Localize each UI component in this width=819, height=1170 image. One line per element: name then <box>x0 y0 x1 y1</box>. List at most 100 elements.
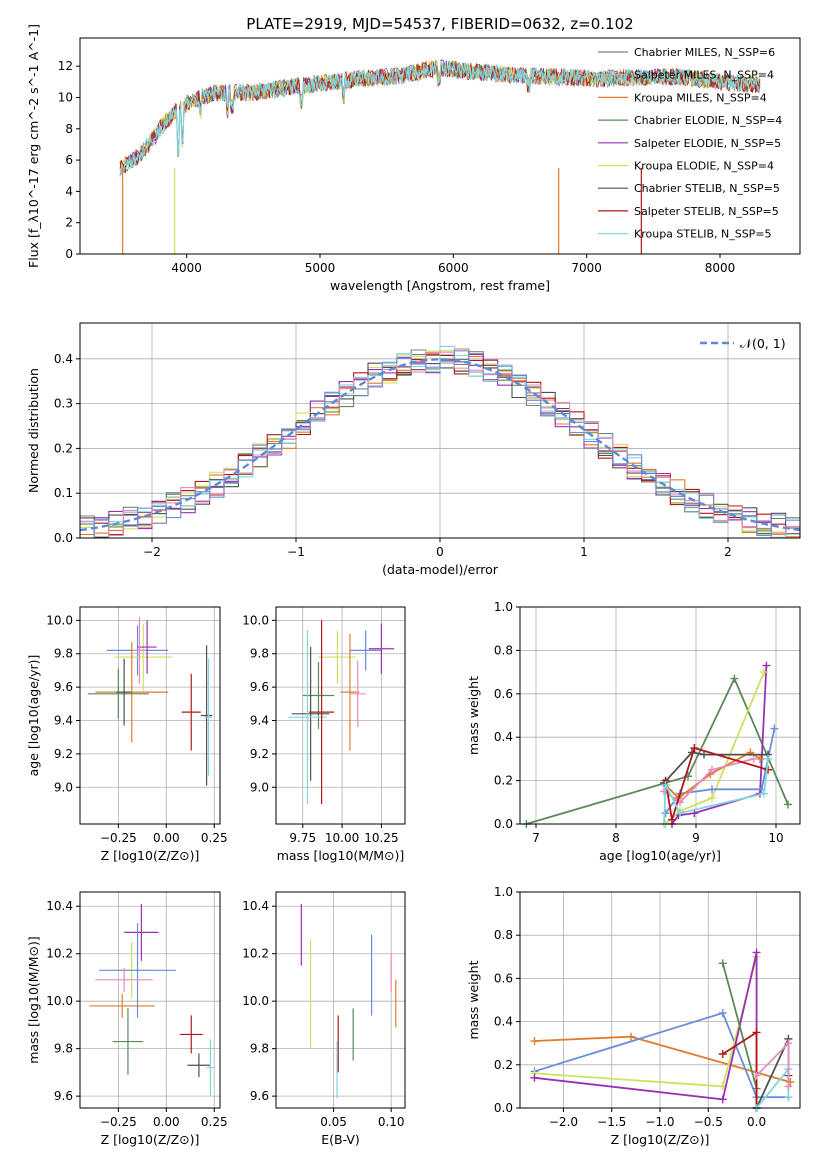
errorbar-point <box>114 623 173 691</box>
x-axis-label: (data-model)/error <box>382 562 499 577</box>
weight-marker <box>700 750 708 759</box>
y-tick-label: 9.0 <box>250 780 269 794</box>
y-tick-label: 0 <box>65 247 73 261</box>
x-tick-label: −1 <box>287 545 305 559</box>
x-tick-label: 10.00 <box>325 831 359 845</box>
x-axis-label: Z [log10(Z/Z⊙)] <box>101 848 200 863</box>
y-tick-label: 10.0 <box>46 613 73 627</box>
errorbar-point <box>200 645 213 786</box>
y-axis-label: age [log10(age/yr)] <box>26 655 41 777</box>
legend-entry: Kroupa MILES, N_SSP=4 <box>634 91 767 104</box>
weight-marker <box>708 793 716 802</box>
weight-marker <box>764 754 772 763</box>
y-tick-label: 1.0 <box>494 885 513 899</box>
y-tick-label: 0.1 <box>54 486 73 500</box>
errorbar-point <box>288 630 327 804</box>
y-axis-label: mass weight <box>466 676 481 755</box>
y-tick-label: 10.4 <box>242 899 269 913</box>
x-tick-label: 0.0 <box>747 1115 766 1129</box>
x-tick-label: 10.25 <box>364 831 398 845</box>
errorbar-point <box>349 660 366 728</box>
y-tick-label: 1.0 <box>494 600 513 614</box>
histogram-series-7 <box>80 345 800 538</box>
y-tick-label: 0.3 <box>54 397 73 411</box>
y-tick-label: 4 <box>65 184 73 198</box>
x-tick-label: −0.5 <box>694 1115 723 1129</box>
weight-marker <box>760 668 768 677</box>
y-tick-label: 0.6 <box>494 687 513 701</box>
weight-marker <box>668 815 676 824</box>
x-tick-label: −1.5 <box>597 1115 626 1129</box>
weight-marker <box>708 785 716 794</box>
weight-marker <box>530 1037 539 1046</box>
weight-marker <box>718 1008 727 1017</box>
x-tick-label: −1.0 <box>645 1115 674 1129</box>
weight-series-6 <box>663 751 768 784</box>
weight-marker <box>770 724 779 733</box>
y-tick-label: 10 <box>58 90 73 104</box>
legend-entry: Salpeter ELODIE, N_SSP=5 <box>634 137 781 150</box>
legend-entry: 𝒩(0, 1) <box>740 336 786 351</box>
errorbar-point <box>206 1039 215 1097</box>
x-tick-label: −2.0 <box>549 1115 578 1129</box>
errorbar-point <box>187 1053 211 1078</box>
x-tick-label: 0.05 <box>320 1115 347 1129</box>
y-tick-label: 6 <box>65 153 73 167</box>
weight-marker <box>661 809 670 818</box>
x-tick-label: 9.75 <box>289 831 316 845</box>
x-tick-label: 10 <box>768 831 783 845</box>
x-tick-label: −2 <box>143 545 161 559</box>
x-axis-label: mass [log10(M/M⊙)] <box>277 848 405 863</box>
legend-entry: Salpeter MILES, N_SSP=4 <box>634 69 774 82</box>
y-tick-label: 0.2 <box>494 774 513 788</box>
weight-marker <box>784 800 792 809</box>
weight-marker <box>752 1071 761 1080</box>
histogram-series-9 <box>80 350 800 538</box>
errorbar-point <box>112 1008 144 1075</box>
weight-marker <box>752 948 761 957</box>
weight-marker <box>690 744 699 753</box>
y-tick-label: 9.8 <box>250 1042 269 1056</box>
legend-entry: Chabrier STELIB, N_SSP=5 <box>634 182 780 195</box>
weight-marker <box>762 661 771 670</box>
weight-marker <box>760 789 768 798</box>
y-tick-label: 9.4 <box>54 714 73 728</box>
y-tick-label: 9.6 <box>250 680 269 694</box>
y-tick-label: 0.2 <box>494 1058 513 1072</box>
y-tick-label: 0.4 <box>494 1015 513 1029</box>
axes-frame <box>79 37 801 255</box>
axes-frame <box>275 891 406 1109</box>
errorbar-point <box>89 994 155 1018</box>
y-tick-label: 12 <box>58 59 73 73</box>
y-tick-label: 9.6 <box>54 680 73 694</box>
y-tick-label: 0.4 <box>54 352 73 366</box>
y-tick-label: 10.0 <box>46 994 73 1008</box>
x-axis-label: E(B-V) <box>321 1132 360 1147</box>
x-tick-label: 0.10 <box>378 1115 405 1129</box>
axes-frame <box>519 606 801 825</box>
y-tick-label: 9.4 <box>250 714 269 728</box>
y-tick-label: 0.0 <box>54 531 73 545</box>
errorbar-point <box>181 673 201 751</box>
weight-marker <box>784 1093 793 1102</box>
x-tick-label: −0.25 <box>100 831 137 845</box>
x-axis-label: wavelength [Angstrom, rest frame] <box>330 278 550 293</box>
legend-entry: Chabrier ELODIE, N_SSP=4 <box>634 114 782 127</box>
errorbar-point <box>179 1015 203 1054</box>
x-tick-label: 7000 <box>571 261 602 275</box>
x-axis-label: Z [log10(Z/Z⊙)] <box>101 1132 200 1147</box>
y-tick-label: 0.8 <box>494 928 513 942</box>
y-tick-label: 9.0 <box>54 780 73 794</box>
x-tick-label: 8 <box>612 831 620 845</box>
axes-frame <box>79 891 221 1109</box>
weight-marker <box>530 1073 539 1082</box>
x-tick-label: 6000 <box>438 261 469 275</box>
y-tick-label: 9.8 <box>54 1042 73 1056</box>
y-tick-label: 0.0 <box>494 1101 513 1115</box>
y-tick-label: 2 <box>65 216 73 230</box>
x-tick-label: 1 <box>580 545 588 559</box>
weight-series-0 <box>526 676 789 824</box>
y-tick-label: 9.2 <box>250 747 269 761</box>
errorbar-point <box>137 620 157 674</box>
